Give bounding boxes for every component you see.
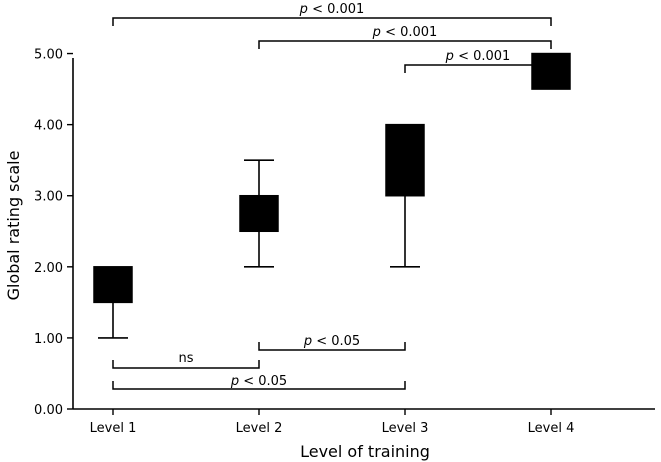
top-comparison-3-bracket bbox=[404, 64, 552, 73]
bottom-comparison-2-bracket bbox=[112, 360, 260, 369]
bottom-comparison-2-label: ns bbox=[178, 351, 193, 366]
y-axis-title: Global rating scale bbox=[4, 151, 23, 301]
y-tick-label: 3.00 bbox=[34, 190, 63, 205]
y-tick-label: 0.00 bbox=[34, 403, 63, 418]
x-axis-title: Level of training bbox=[300, 442, 430, 461]
x-tick-label: Level 1 bbox=[90, 421, 137, 436]
x-tick-label: Level 4 bbox=[528, 421, 575, 436]
box-1 bbox=[93, 266, 133, 304]
bottom-comparison-1-label-text: < 0.05 bbox=[312, 334, 360, 349]
top-comparison-2-label-p: p bbox=[372, 25, 381, 40]
top-comparison-1-label-text: < 0.001 bbox=[308, 2, 364, 17]
top-comparison-3-label-text: < 0.001 bbox=[454, 49, 510, 64]
top-comparison-1-bracket bbox=[112, 17, 552, 26]
bottom-comparison-1-bracket bbox=[258, 342, 406, 351]
bottom-comparison-3-label-p: p bbox=[230, 374, 239, 389]
top-comparison-3-label: p < 0.001 bbox=[445, 49, 511, 64]
top-comparison-2-label-text: < 0.001 bbox=[381, 25, 437, 40]
y-tick-label: 4.00 bbox=[34, 119, 63, 134]
top-comparison-1-label: p < 0.001 bbox=[299, 2, 365, 17]
y-tick-label: 1.00 bbox=[34, 332, 63, 347]
top-comparison-2-bracket bbox=[258, 40, 552, 49]
bottom-comparison-2-label-text: ns bbox=[178, 351, 193, 366]
top-comparison-1-label-p: p bbox=[299, 2, 308, 17]
box-3 bbox=[385, 123, 425, 197]
y-tick-label: 5.00 bbox=[34, 48, 63, 63]
bottom-comparison-3-label-text: < 0.05 bbox=[239, 374, 287, 389]
bottom-comparison-1-label: p < 0.05 bbox=[303, 334, 360, 349]
top-comparison-3-label-p: p bbox=[445, 49, 454, 64]
bottom-comparison-1-label-p: p bbox=[303, 334, 312, 349]
x-tick-label: Level 3 bbox=[382, 421, 429, 436]
y-tick-label: 2.00 bbox=[34, 261, 63, 276]
bottom-comparison-3-bracket bbox=[112, 381, 406, 390]
bottom-comparison-3-label: p < 0.05 bbox=[230, 374, 287, 389]
x-tick-label: Level 2 bbox=[236, 421, 283, 436]
box-2 bbox=[239, 194, 279, 233]
top-comparison-2-label: p < 0.001 bbox=[372, 25, 438, 40]
